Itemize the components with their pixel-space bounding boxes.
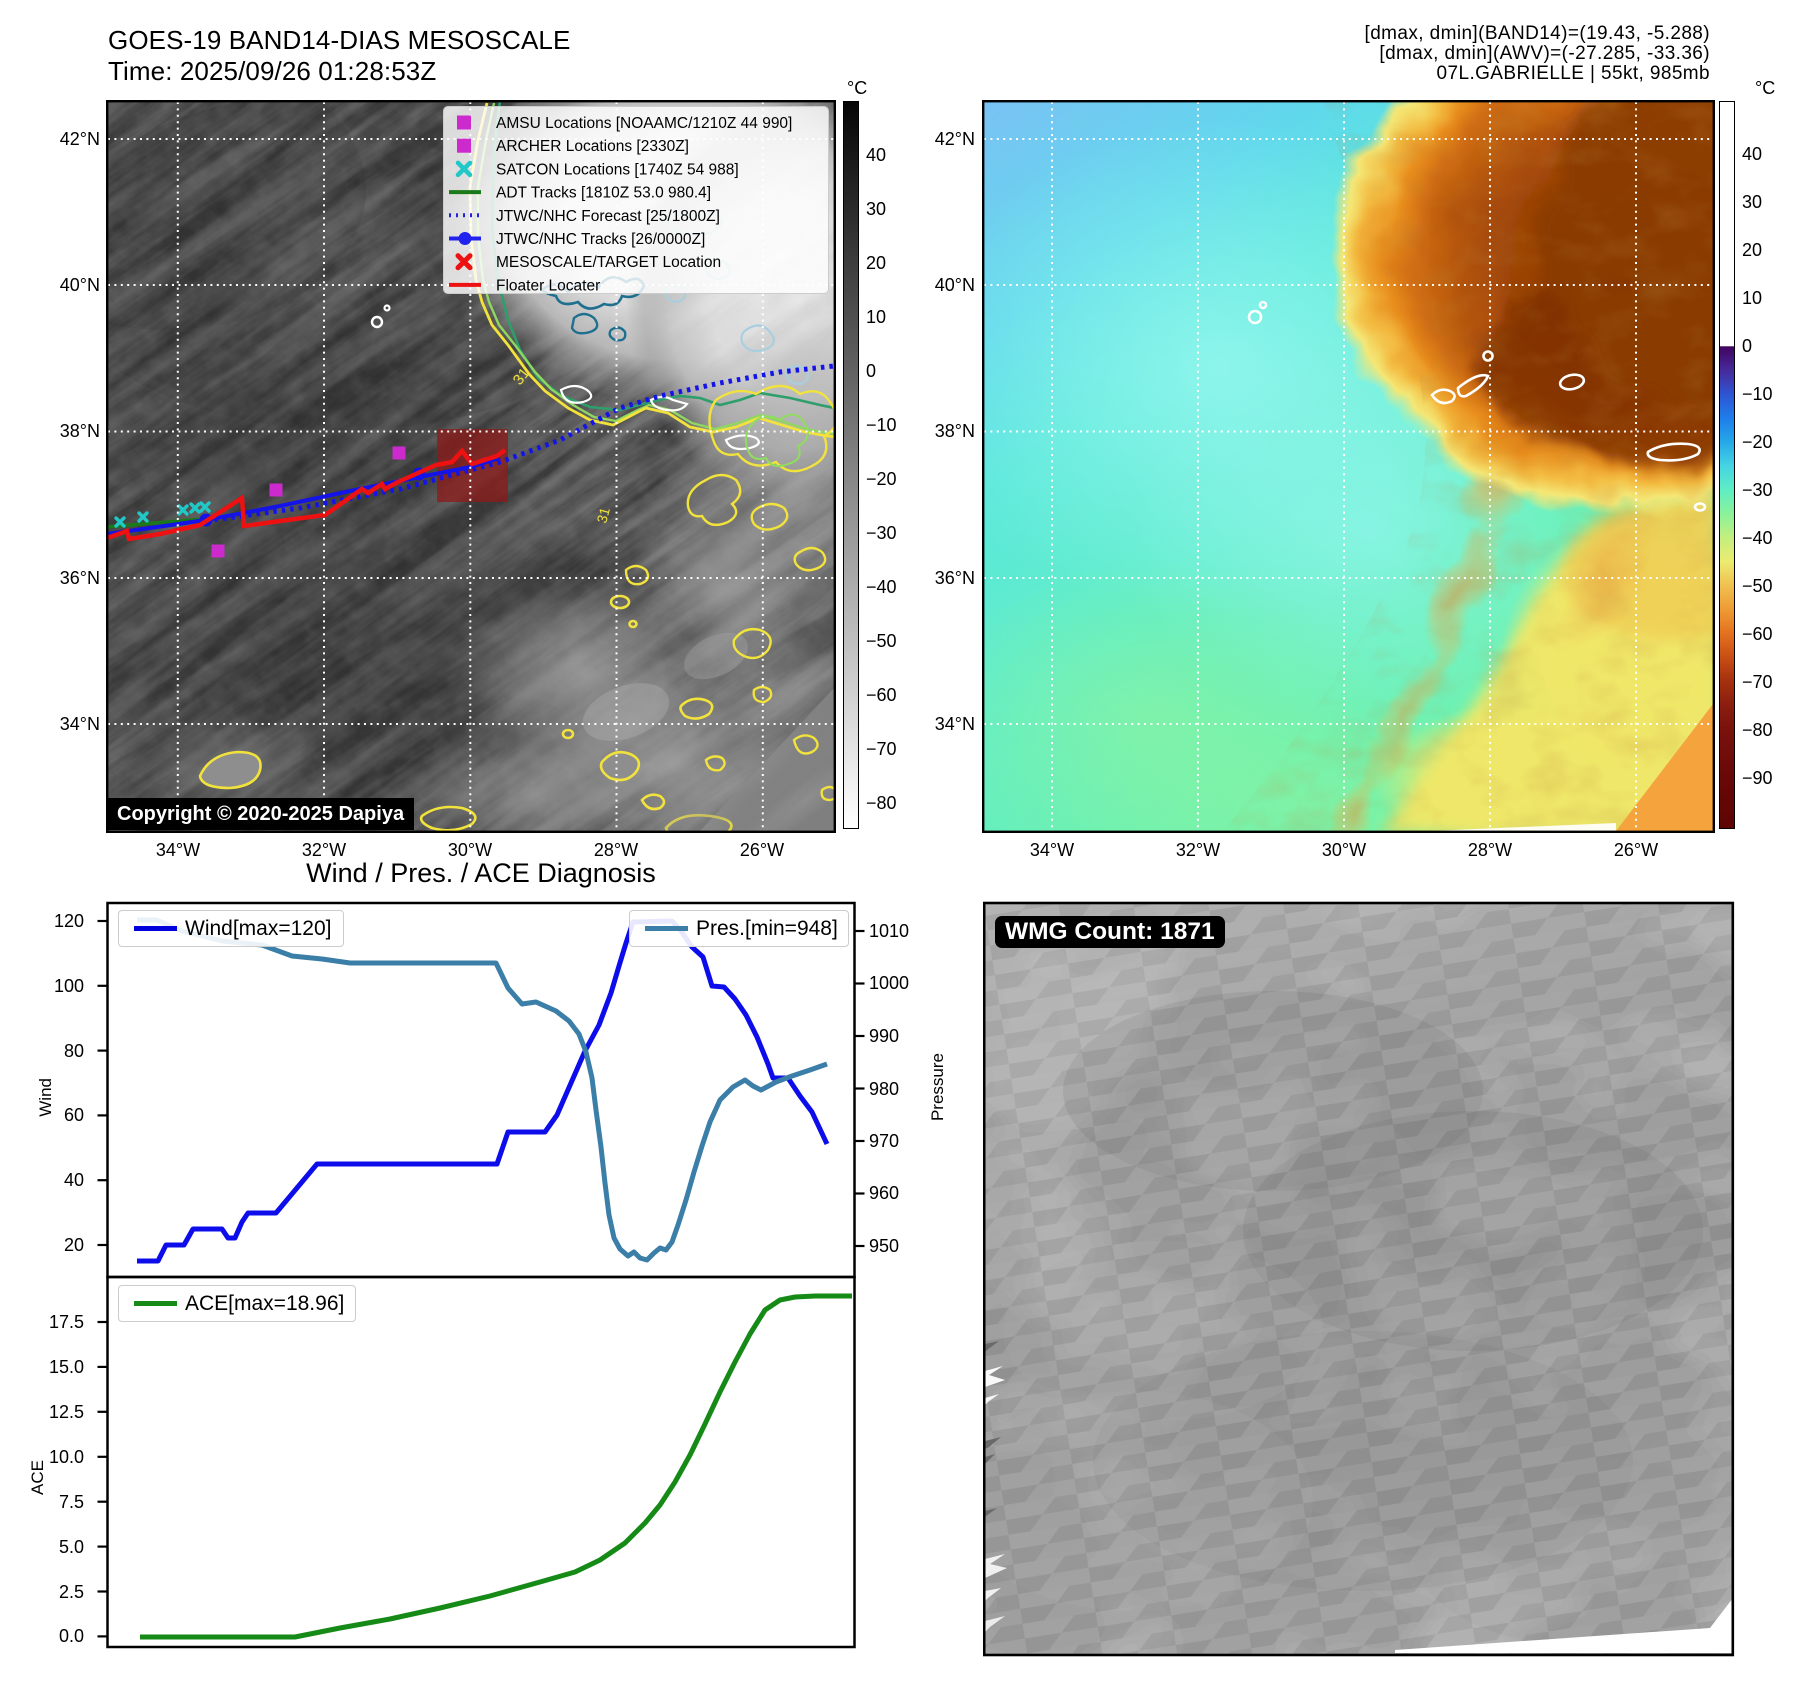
svg-text:ARCHER Locations [2330Z]: ARCHER Locations [2330Z]: [496, 138, 689, 155]
svg-text:31: 31: [593, 505, 613, 524]
svg-text:AMSU Locations [NOAAMC/1210Z 4: AMSU Locations [NOAAMC/1210Z 44 990]: [496, 115, 792, 132]
svg-text:Pres.[min=948]: Pres.[min=948]: [696, 917, 838, 940]
svg-text:Floater Locater: Floater Locater: [496, 277, 600, 291]
svg-text:SATCON Locations [1740Z 54 988: SATCON Locations [1740Z 54 988]: [496, 161, 739, 178]
svg-text:31: 31: [510, 365, 534, 389]
svg-text:Wind[max=120]: Wind[max=120]: [185, 917, 332, 940]
svg-text:ACE[max=18.96]: ACE[max=18.96]: [185, 1292, 344, 1315]
svg-text:JTWC/NHC Tracks [26/0000Z]: JTWC/NHC Tracks [26/0000Z]: [496, 231, 705, 248]
svg-text:ADT Tracks [1810Z 53.0 980.4]: ADT Tracks [1810Z 53.0 980.4]: [496, 185, 711, 202]
svg-text:JTWC/NHC Forecast [25/1800Z]: JTWC/NHC Forecast [25/1800Z]: [496, 208, 720, 225]
svg-text:MESOSCALE/TARGET Location: MESOSCALE/TARGET Location: [496, 254, 721, 271]
